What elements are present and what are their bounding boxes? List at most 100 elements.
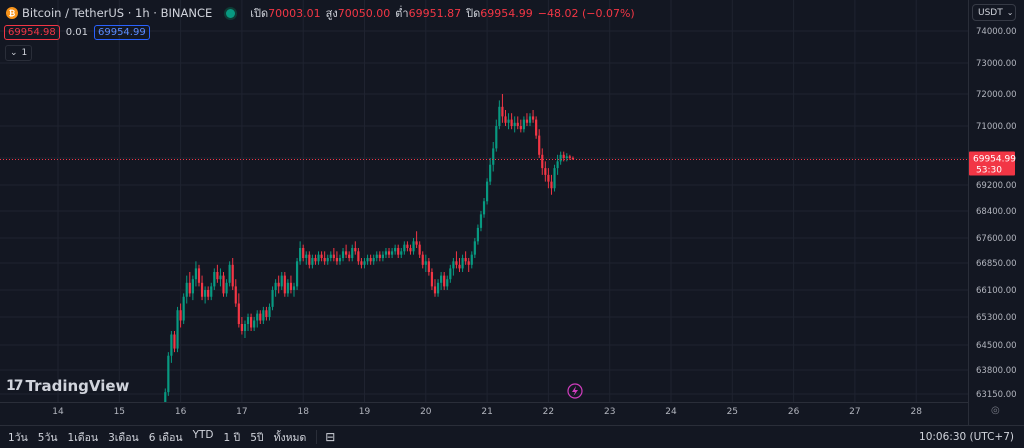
candle-body[interactable] [265,310,268,317]
candle-body[interactable] [210,286,213,297]
candle-body[interactable] [452,261,455,269]
candle-body[interactable] [501,106,504,117]
candle-body[interactable] [308,254,311,265]
lightning-icon[interactable] [567,383,583,399]
candle-body[interactable] [556,161,559,169]
candle-body[interactable] [544,168,547,175]
candle-body[interactable] [403,244,406,252]
timeframe-button[interactable]: 1 ปี [223,431,241,444]
candle-body[interactable] [320,254,323,258]
candle-body[interactable] [341,251,345,258]
candle-body[interactable] [436,282,440,294]
candle-body[interactable] [295,261,299,287]
candle-body[interactable] [351,248,354,258]
candle-body[interactable] [482,201,486,215]
candle-body[interactable] [421,254,424,265]
candle-body[interactable] [317,254,320,262]
candle-body[interactable] [473,241,476,255]
candle-body[interactable] [541,154,544,169]
candle-body[interactable] [427,261,430,272]
candle-body[interactable] [375,254,378,258]
candle-body[interactable] [458,264,461,269]
candle-body[interactable] [243,324,247,331]
candle-body[interactable] [538,135,541,155]
candle-body[interactable] [470,254,473,265]
sell-price-button[interactable]: 69954.98 [4,25,60,40]
candle-body[interactable] [412,241,415,252]
candle-body[interactable] [219,275,222,280]
candle-body[interactable] [182,296,185,321]
candle-body[interactable] [311,258,314,265]
candle-body[interactable] [513,122,516,126]
tradingview-logo[interactable]: 17 TradingView [6,377,129,395]
candle-body[interactable] [390,251,394,255]
symbol-title[interactable]: Bitcoin / TetherUS · 1h · BINANCE [22,6,213,20]
candle-body[interactable] [253,320,256,328]
candle-body[interactable] [571,157,575,160]
timeframe-button[interactable]: 5ปี [250,431,264,444]
candle-body[interactable] [449,268,452,280]
candle-body[interactable] [394,248,397,252]
candle-body[interactable] [348,254,351,258]
candle-body[interactable] [314,258,317,262]
timeframe-button[interactable]: 5วัน [37,431,58,444]
candle-body[interactable] [510,119,513,126]
market-status-icon[interactable] [226,8,236,18]
candle-body[interactable] [550,181,553,189]
candle-body[interactable] [335,258,339,262]
candle-body[interactable] [369,258,372,262]
candle-body[interactable] [280,275,283,287]
candle-body[interactable] [289,282,293,290]
candle-body[interactable] [345,251,348,255]
candle-body[interactable] [246,317,250,324]
candle-body[interactable] [366,258,369,262]
candle-body[interactable] [547,174,550,182]
candle-body[interactable] [467,261,470,265]
current-price-tag[interactable] [969,151,1015,176]
candle-body[interactable] [268,306,271,317]
candle-body[interactable] [424,261,427,265]
buy-price-button[interactable]: 69954.99 [93,25,150,40]
indicators-toggle[interactable]: ⌄ 1 [5,45,33,61]
candle-body[interactable] [406,244,409,248]
candle-body[interactable] [528,116,532,123]
currency-button[interactable]: USDT ⌄ [972,4,1016,21]
candle-body[interactable] [194,268,198,280]
candle-body[interactable] [486,181,489,202]
candle-body[interactable] [197,268,201,283]
candle-body[interactable] [360,261,363,265]
candle-body[interactable] [479,214,483,228]
candle-body[interactable] [262,310,265,321]
candle-body[interactable] [418,244,421,255]
candle-body[interactable] [225,282,228,294]
candle-body[interactable] [553,168,556,189]
candle-body[interactable] [286,282,289,294]
timeframe-button[interactable]: 3เดือน [108,431,139,444]
candle-body[interactable] [173,334,176,349]
candle-body[interactable] [559,154,562,162]
candle-body[interactable] [292,286,296,290]
candle-body[interactable] [271,290,274,307]
candle-body[interactable] [565,156,568,158]
candle-body[interactable] [440,275,443,283]
candle-body[interactable] [381,254,384,258]
candle-body[interactable] [188,282,191,294]
candle-body[interactable] [378,254,381,258]
candle-body[interactable] [200,282,204,297]
candle-body[interactable] [228,264,231,283]
candle-body[interactable] [492,148,495,165]
gear-icon[interactable]: ◎ [991,405,1000,416]
candle-body[interactable] [562,154,565,158]
candle-body[interactable] [164,392,167,402]
candle-body[interactable] [231,264,234,287]
candle-body[interactable] [409,248,412,252]
candle-body[interactable] [234,286,237,304]
candle-body[interactable] [204,290,207,297]
candle-body[interactable] [397,248,400,255]
candle-body[interactable] [259,313,262,321]
candle-body[interactable] [525,119,529,123]
candle-body[interactable] [531,116,535,120]
candle-body[interactable] [516,122,519,126]
candle-body[interactable] [332,254,335,258]
